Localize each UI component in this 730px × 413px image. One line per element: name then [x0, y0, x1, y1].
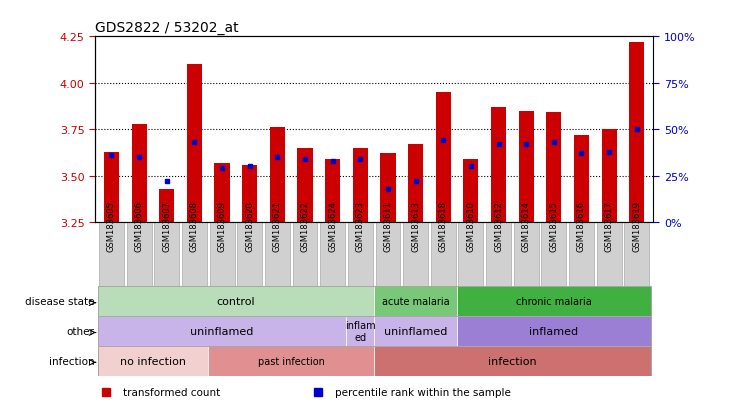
Text: control: control — [217, 297, 256, 306]
Bar — [182, 223, 207, 287]
Bar — [464, 159, 478, 223]
Text: GSM183614: GSM183614 — [522, 201, 531, 252]
Bar — [347, 316, 374, 346]
Text: disease state: disease state — [25, 297, 94, 306]
Bar — [374, 346, 650, 376]
Bar — [237, 223, 262, 287]
Bar — [353, 148, 368, 223]
Text: inflam
ed: inflam ed — [345, 320, 376, 342]
Bar — [98, 316, 347, 346]
Text: no infection: no infection — [120, 356, 186, 366]
Bar — [293, 223, 318, 287]
Bar — [629, 43, 645, 223]
Text: GSM183607: GSM183607 — [162, 201, 172, 252]
Text: GSM183605: GSM183605 — [107, 201, 116, 252]
Bar — [325, 159, 340, 223]
Bar — [602, 130, 617, 223]
Bar — [154, 223, 180, 287]
Text: GSM183610: GSM183610 — [466, 201, 475, 252]
Bar — [215, 163, 230, 223]
Text: GSM183606: GSM183606 — [134, 201, 144, 252]
Text: GSM183622: GSM183622 — [301, 201, 310, 252]
Bar — [98, 287, 374, 316]
Bar — [546, 113, 561, 223]
Bar — [270, 128, 285, 223]
Text: uninflamed: uninflamed — [191, 326, 254, 336]
Text: GSM183613: GSM183613 — [411, 201, 420, 252]
Bar — [159, 189, 174, 223]
Text: GSM183623: GSM183623 — [356, 201, 365, 252]
Bar — [569, 223, 594, 287]
Text: acute malaria: acute malaria — [382, 297, 450, 306]
Text: GSM183611: GSM183611 — [383, 201, 393, 252]
Bar — [99, 223, 124, 287]
Text: infection: infection — [488, 356, 537, 366]
Bar — [348, 223, 373, 287]
Bar — [514, 223, 539, 287]
Bar — [624, 223, 649, 287]
Bar — [380, 154, 396, 223]
Text: GSM183616: GSM183616 — [577, 201, 586, 252]
Bar — [98, 346, 208, 376]
Bar — [127, 223, 152, 287]
Text: GSM183621: GSM183621 — [273, 201, 282, 252]
Text: chronic malaria: chronic malaria — [516, 297, 592, 306]
Text: infection: infection — [49, 356, 94, 366]
Bar — [596, 223, 621, 287]
Text: GSM183618: GSM183618 — [439, 201, 447, 252]
Text: other: other — [66, 326, 94, 336]
Bar — [491, 108, 506, 223]
Bar — [457, 316, 650, 346]
Bar — [486, 223, 511, 287]
Bar — [210, 223, 234, 287]
Bar — [265, 223, 290, 287]
Text: past infection: past infection — [258, 356, 325, 366]
Text: GSM183617: GSM183617 — [604, 201, 614, 252]
Text: transformed count: transformed count — [123, 387, 220, 397]
Text: GDS2822 / 53202_at: GDS2822 / 53202_at — [95, 21, 239, 35]
Bar — [457, 287, 650, 316]
Text: GSM183619: GSM183619 — [632, 201, 641, 252]
Bar — [297, 148, 312, 223]
Bar — [574, 135, 589, 223]
Bar — [408, 145, 423, 223]
Bar — [320, 223, 345, 287]
Text: GSM183615: GSM183615 — [549, 201, 558, 252]
Bar — [458, 223, 483, 287]
Bar — [374, 287, 457, 316]
Text: inflamed: inflamed — [529, 326, 578, 336]
Bar — [518, 112, 534, 223]
Text: GSM183608: GSM183608 — [190, 201, 199, 252]
Bar — [242, 165, 257, 223]
Bar — [436, 93, 451, 223]
Bar — [431, 223, 456, 287]
Bar — [131, 124, 147, 223]
Bar — [104, 152, 119, 223]
Text: percentile rank within the sample: percentile rank within the sample — [335, 387, 511, 397]
Text: GSM183624: GSM183624 — [328, 201, 337, 252]
Bar — [374, 316, 457, 346]
Bar — [187, 65, 202, 223]
Bar — [208, 346, 374, 376]
Text: GSM183620: GSM183620 — [245, 201, 254, 252]
Text: GSM183609: GSM183609 — [218, 201, 226, 252]
Bar — [375, 223, 400, 287]
Bar — [542, 223, 566, 287]
Text: GSM183612: GSM183612 — [494, 201, 503, 252]
Bar — [403, 223, 428, 287]
Text: uninflamed: uninflamed — [384, 326, 447, 336]
